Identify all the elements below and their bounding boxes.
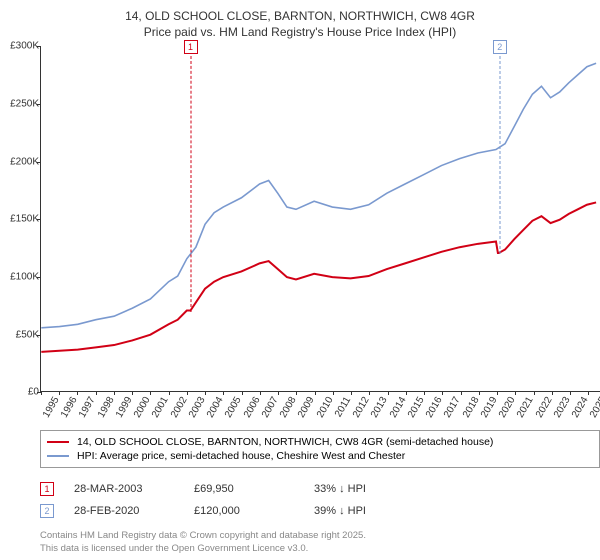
x-axis-label: 2014 bbox=[388, 395, 409, 420]
y-axis-label: £200K bbox=[10, 156, 41, 167]
sale-row: 1 28-MAR-2003 £69,950 33% ↓ HPI bbox=[40, 478, 600, 500]
x-axis-label: 2020 bbox=[497, 395, 518, 420]
y-axis-label: £150K bbox=[10, 214, 41, 225]
sale-date: 28-FEB-2020 bbox=[74, 505, 174, 517]
y-axis-label: £0 bbox=[28, 387, 41, 398]
sale-row: 2 28-FEB-2020 £120,000 39% ↓ HPI bbox=[40, 500, 600, 522]
x-axis-label: 2017 bbox=[442, 395, 463, 420]
sale-price: £69,950 bbox=[194, 483, 294, 495]
y-axis-label: £250K bbox=[10, 99, 41, 110]
sale-marker-line bbox=[499, 56, 500, 254]
x-axis-label: 2001 bbox=[150, 395, 171, 420]
x-axis-label: 2024 bbox=[570, 395, 591, 420]
x-axis-label: 2018 bbox=[461, 395, 482, 420]
x-axis-label: 2015 bbox=[406, 395, 427, 420]
legend-label: 14, OLD SCHOOL CLOSE, BARNTON, NORTHWICH… bbox=[77, 436, 493, 448]
x-axis-label: 1997 bbox=[77, 395, 98, 420]
x-axis-label: 2006 bbox=[242, 395, 263, 420]
plot-area: £0£50K£100K£150K£200K£250K£300K199519961… bbox=[40, 46, 600, 392]
legend: 14, OLD SCHOOL CLOSE, BARNTON, NORTHWICH… bbox=[40, 430, 600, 468]
sale-price: £120,000 bbox=[194, 505, 294, 517]
x-axis-label: 2000 bbox=[132, 395, 153, 420]
legend-swatch bbox=[47, 455, 69, 457]
x-axis-label: 2019 bbox=[479, 395, 500, 420]
sale-marker-line bbox=[190, 56, 191, 311]
legend-swatch bbox=[47, 441, 69, 443]
x-axis-label: 1995 bbox=[41, 395, 62, 420]
x-axis-label: 2025 bbox=[588, 395, 600, 420]
x-axis-label: 2010 bbox=[315, 395, 336, 420]
y-axis-label: £100K bbox=[10, 272, 41, 283]
sale-hpi-delta: 39% ↓ HPI bbox=[314, 505, 414, 517]
sale-date: 28-MAR-2003 bbox=[74, 483, 174, 495]
series-price_paid bbox=[41, 203, 596, 352]
sale-hpi-delta: 33% ↓ HPI bbox=[314, 483, 414, 495]
x-axis-label: 2011 bbox=[333, 395, 353, 419]
sale-marker-icon: 1 bbox=[40, 482, 54, 496]
x-axis-label: 1999 bbox=[114, 395, 135, 420]
x-axis-label: 2023 bbox=[552, 395, 573, 420]
x-axis-label: 2016 bbox=[424, 395, 445, 420]
y-axis-label: £50K bbox=[16, 329, 41, 340]
chart-title: 14, OLD SCHOOL CLOSE, BARNTON, NORTHWICH… bbox=[10, 8, 590, 40]
sales-table: 1 28-MAR-2003 £69,950 33% ↓ HPI 2 28-FEB-2020… bbox=[40, 478, 600, 522]
x-axis-label: 1998 bbox=[96, 395, 117, 420]
chart-lines bbox=[41, 46, 600, 391]
x-axis-label: 2021 bbox=[515, 395, 536, 420]
legend-label: HPI: Average price, semi-detached house,… bbox=[77, 450, 405, 462]
legend-row: HPI: Average price, semi-detached house,… bbox=[47, 449, 593, 463]
sale-marker-box: 1 bbox=[184, 40, 198, 54]
x-axis-label: 2003 bbox=[187, 395, 208, 420]
y-axis-label: £300K bbox=[10, 41, 41, 52]
x-axis-label: 2008 bbox=[278, 395, 299, 420]
footer-attribution: Contains HM Land Registry data © Crown c… bbox=[40, 530, 590, 556]
legend-row: 14, OLD SCHOOL CLOSE, BARNTON, NORTHWICH… bbox=[47, 435, 593, 449]
x-axis-label: 2012 bbox=[351, 395, 372, 420]
x-axis-label: 2007 bbox=[260, 395, 281, 420]
x-axis-label: 2022 bbox=[534, 395, 555, 420]
x-axis-label: 2009 bbox=[296, 395, 317, 420]
x-axis-label: 1996 bbox=[59, 395, 80, 420]
sale-marker-box: 2 bbox=[493, 40, 507, 54]
x-axis-label: 2004 bbox=[205, 395, 226, 420]
sale-marker-icon: 2 bbox=[40, 504, 54, 518]
x-axis-label: 2005 bbox=[223, 395, 244, 420]
series-hpi bbox=[41, 64, 596, 329]
x-axis-label: 2002 bbox=[169, 395, 190, 420]
x-axis-label: 2013 bbox=[369, 395, 390, 420]
